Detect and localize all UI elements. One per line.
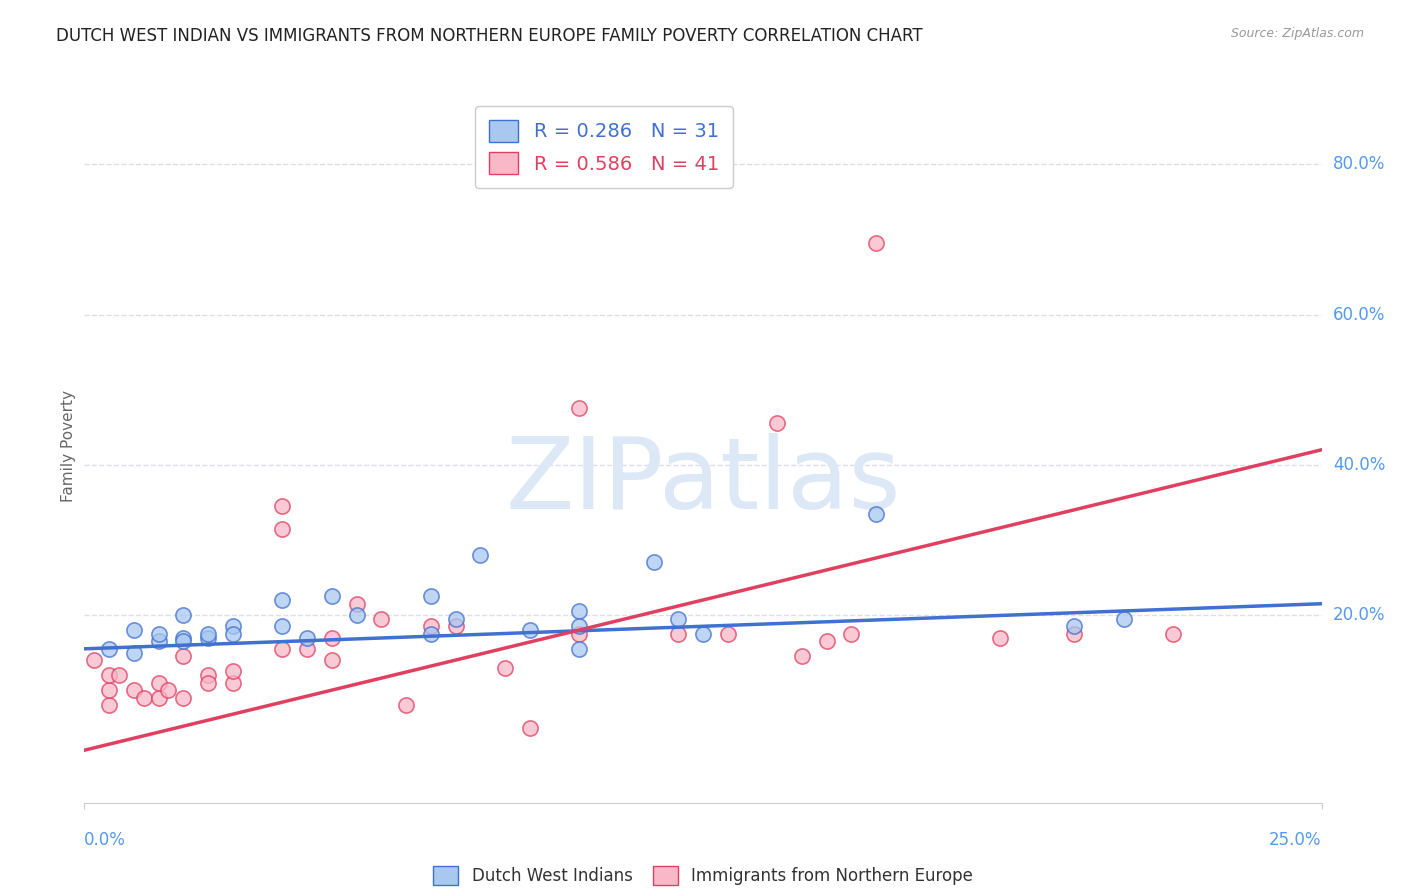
Point [98, 641, 121, 656]
Point [132, 690, 155, 705]
Point [172, 649, 194, 664]
Point [494, 660, 516, 674]
Point [519, 721, 541, 735]
Point [172, 634, 194, 648]
Point [197, 627, 219, 641]
Point [1112, 612, 1135, 626]
Point [148, 675, 170, 690]
Text: 80.0%: 80.0% [1333, 155, 1385, 173]
Point [271, 499, 294, 513]
Point [419, 619, 441, 633]
Point [148, 634, 170, 648]
Point [98, 698, 121, 713]
Point [419, 627, 441, 641]
Point [98, 668, 121, 682]
Point [271, 641, 294, 656]
Point [122, 623, 145, 637]
Point [122, 646, 145, 660]
Point [1161, 627, 1184, 641]
Point [370, 612, 392, 626]
Point [666, 627, 689, 641]
Point [1063, 627, 1085, 641]
Point [222, 619, 245, 633]
Point [321, 589, 343, 603]
Point [841, 627, 863, 641]
Point [666, 612, 689, 626]
Y-axis label: Family Poverty: Family Poverty [60, 390, 76, 502]
Point [568, 619, 591, 633]
Point [790, 649, 813, 664]
Point [172, 631, 194, 645]
Point [148, 690, 170, 705]
Point [346, 607, 368, 622]
Point [444, 619, 467, 633]
Point [295, 641, 318, 656]
Text: ZIPatlas: ZIPatlas [505, 434, 901, 530]
Point [865, 236, 887, 251]
Point [271, 522, 294, 536]
Point [419, 589, 441, 603]
Point [865, 507, 887, 521]
Text: 25.0%: 25.0% [1270, 831, 1322, 849]
Point [197, 668, 219, 682]
Point [172, 607, 194, 622]
Text: Source: ZipAtlas.com: Source: ZipAtlas.com [1230, 27, 1364, 40]
Point [222, 675, 245, 690]
Point [519, 623, 541, 637]
Point [470, 548, 492, 562]
Point [197, 675, 219, 690]
Point [98, 683, 121, 698]
Point [222, 627, 245, 641]
Point [321, 631, 343, 645]
Point [222, 665, 245, 679]
Point [197, 631, 219, 645]
Text: 20.0%: 20.0% [1333, 606, 1385, 624]
Point [1063, 619, 1085, 633]
Point [83, 653, 105, 667]
Point [148, 627, 170, 641]
Point [346, 597, 368, 611]
Point [568, 401, 591, 416]
Point [568, 641, 591, 656]
Point [271, 593, 294, 607]
Point [643, 556, 665, 570]
Point [692, 627, 714, 641]
Point [815, 634, 838, 648]
Point [157, 683, 180, 698]
Text: 0.0%: 0.0% [84, 831, 127, 849]
Point [766, 417, 789, 431]
Point [122, 683, 145, 698]
Point [172, 690, 194, 705]
Point [395, 698, 418, 713]
Point [321, 653, 343, 667]
Point [717, 627, 740, 641]
Point [444, 612, 467, 626]
Point [568, 604, 591, 618]
Point [568, 627, 591, 641]
Point [108, 668, 131, 682]
Point [295, 631, 318, 645]
Point [988, 631, 1011, 645]
Text: DUTCH WEST INDIAN VS IMMIGRANTS FROM NORTHERN EUROPE FAMILY POVERTY CORRELATION : DUTCH WEST INDIAN VS IMMIGRANTS FROM NOR… [56, 27, 922, 45]
Legend: Dutch West Indians, Immigrants from Northern Europe: Dutch West Indians, Immigrants from Nort… [425, 857, 981, 892]
Text: 60.0%: 60.0% [1333, 306, 1385, 324]
Text: 40.0%: 40.0% [1333, 456, 1385, 474]
Point [271, 619, 294, 633]
